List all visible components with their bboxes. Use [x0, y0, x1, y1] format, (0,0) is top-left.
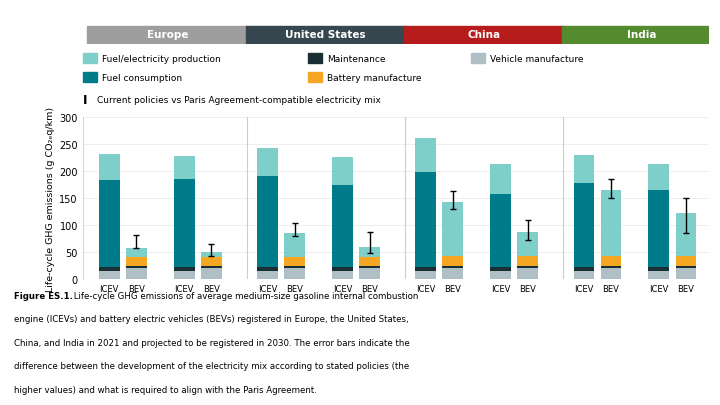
Text: engine (ICEVs) and battery electric vehicles (BEVs) registered in Europe, the Un: engine (ICEVs) and battery electric vehi…: [14, 315, 409, 324]
Bar: [257, 268, 278, 271]
Bar: [83, 73, 96, 83]
Bar: [518, 269, 538, 279]
Bar: [174, 157, 194, 179]
Bar: [600, 190, 621, 256]
Bar: [649, 190, 669, 268]
Bar: [404, 27, 564, 45]
Bar: [675, 213, 696, 256]
Bar: [257, 177, 278, 268]
Bar: [600, 269, 621, 279]
Bar: [600, 256, 621, 266]
Bar: [308, 54, 322, 64]
Bar: [443, 256, 463, 266]
Bar: [359, 247, 380, 258]
Bar: [332, 271, 353, 279]
Bar: [308, 73, 322, 83]
Bar: [600, 266, 621, 269]
Bar: [359, 269, 380, 279]
Bar: [332, 158, 353, 185]
Text: Life-cycle GHG emissions of average medium-size gasoline internal combustion: Life-cycle GHG emissions of average medi…: [71, 291, 418, 300]
Bar: [649, 271, 669, 279]
Bar: [649, 268, 669, 271]
Bar: [332, 185, 353, 268]
Bar: [415, 268, 436, 271]
Bar: [87, 27, 248, 45]
Bar: [359, 266, 380, 269]
Bar: [83, 54, 96, 64]
Bar: [332, 268, 353, 271]
Text: Figure ES.1.: Figure ES.1.: [14, 291, 73, 300]
Bar: [518, 266, 538, 269]
Bar: [675, 266, 696, 269]
Bar: [359, 258, 380, 266]
Bar: [443, 269, 463, 279]
Bar: [126, 269, 147, 279]
Text: Europe: Europe: [147, 30, 188, 40]
Bar: [574, 268, 594, 271]
Bar: [284, 258, 305, 266]
Bar: [201, 269, 222, 279]
Bar: [174, 271, 194, 279]
Text: Vehicle manufacture: Vehicle manufacture: [490, 55, 583, 64]
Text: China, and India in 2021 and projected to be registered in 2030. The error bars : China, and India in 2021 and projected t…: [14, 338, 410, 347]
Bar: [415, 271, 436, 279]
Bar: [490, 165, 511, 195]
Text: India: India: [627, 30, 657, 40]
Bar: [246, 27, 406, 45]
Bar: [562, 27, 720, 45]
Bar: [490, 271, 511, 279]
Bar: [574, 156, 594, 184]
Bar: [201, 258, 222, 266]
Bar: [649, 165, 669, 190]
Bar: [490, 195, 511, 268]
Text: Fuel/electricity production: Fuel/electricity production: [102, 55, 220, 64]
Bar: [174, 179, 194, 268]
Bar: [471, 54, 485, 64]
Bar: [518, 256, 538, 266]
Bar: [518, 232, 538, 256]
Text: Maintenance: Maintenance: [327, 55, 386, 64]
Bar: [257, 149, 278, 177]
Bar: [174, 268, 194, 271]
Bar: [201, 266, 222, 269]
Y-axis label: Life-cycle GHG emissions (g CO₂ₑq/km): Life-cycle GHG emissions (g CO₂ₑq/km): [46, 106, 55, 291]
Bar: [443, 202, 463, 256]
Text: United States: United States: [285, 30, 366, 40]
Bar: [99, 271, 120, 279]
Bar: [415, 173, 436, 268]
Text: difference between the development of the electricity mix according to stated po: difference between the development of th…: [14, 362, 410, 371]
Bar: [443, 266, 463, 269]
Text: Fuel consumption: Fuel consumption: [102, 74, 181, 83]
Bar: [415, 139, 436, 173]
Bar: [99, 180, 120, 268]
Bar: [490, 268, 511, 271]
Text: China: China: [467, 30, 500, 40]
Bar: [574, 271, 594, 279]
Text: Battery manufacture: Battery manufacture: [327, 74, 422, 83]
Bar: [99, 155, 120, 180]
Bar: [284, 269, 305, 279]
Bar: [675, 269, 696, 279]
Bar: [675, 256, 696, 266]
Text: I: I: [83, 94, 87, 107]
Text: Current policies vs Paris Agreement-compatible electricity mix: Current policies vs Paris Agreement-comp…: [96, 96, 380, 104]
Bar: [126, 248, 147, 258]
Bar: [126, 258, 147, 266]
Bar: [284, 266, 305, 269]
Text: higher values) and what is required to align with the Paris Agreement.: higher values) and what is required to a…: [14, 385, 318, 394]
Bar: [257, 271, 278, 279]
Bar: [99, 268, 120, 271]
Bar: [201, 252, 222, 258]
Bar: [284, 234, 305, 258]
Bar: [126, 266, 147, 269]
Bar: [574, 184, 594, 268]
